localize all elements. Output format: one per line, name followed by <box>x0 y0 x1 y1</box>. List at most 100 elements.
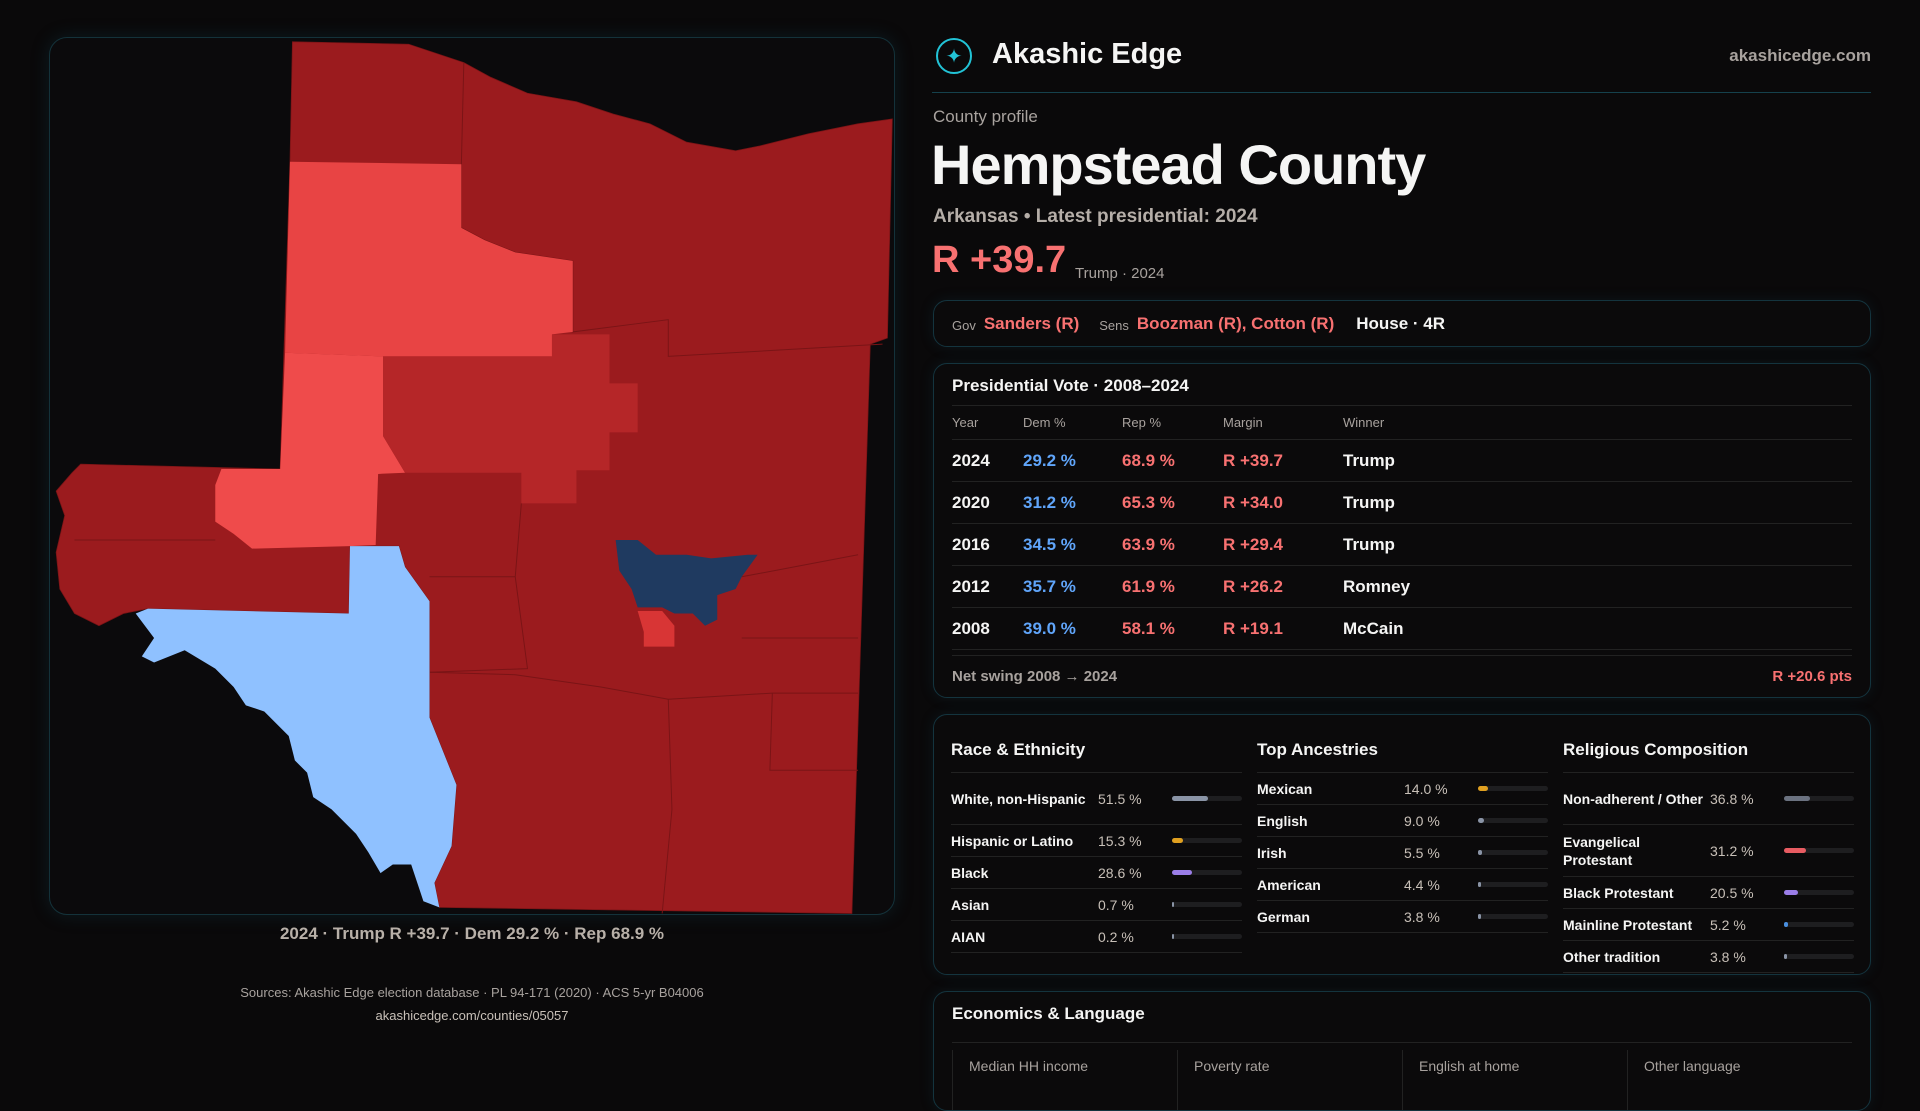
share-bar <box>1478 850 1548 855</box>
religion-section: Religious Composition Non-adherent / Othe… <box>1563 715 1854 973</box>
metric-label: Other language <box>1644 1058 1741 1074</box>
county-line <box>741 554 859 578</box>
cell-winner: Trump <box>1343 534 1395 554</box>
metric-label: Median HH income <box>969 1058 1089 1074</box>
cell-rep: 58.1 % <box>1122 618 1175 638</box>
sources-note: Sources: Akashic Edge election database … <box>240 985 704 1000</box>
column-header: Margin <box>1223 415 1263 430</box>
share-bar <box>1784 922 1854 927</box>
item-value: 51.5 % <box>1098 790 1142 807</box>
list-item: Mainline Protestant 5.2 % <box>1563 909 1854 941</box>
share-bar-fill <box>1172 902 1174 907</box>
table-row[interactable]: 2016 34.5 % 63.9 % R +29.4 Trump <box>952 524 1852 566</box>
item-label: Hispanic or Latino <box>951 832 1074 849</box>
item-value: 3.8 % <box>1710 948 1746 965</box>
table-row[interactable]: 2024 29.2 % 68.9 % R +39.7 Trump <box>952 440 1852 482</box>
share-bar <box>1172 796 1242 801</box>
metric-tile: Median HH income <box>952 1050 1177 1110</box>
precinct-tilt-r[interactable] <box>637 611 675 647</box>
list-item: American 4.4 % <box>1257 869 1548 901</box>
table-row[interactable]: 2012 35.7 % 61.9 % R +26.2 Romney <box>952 566 1852 608</box>
officials-bar: Gov Sanders (R) Sens Boozman (R), Cotton… <box>933 300 1871 347</box>
item-value: 14.0 % <box>1404 780 1448 797</box>
item-value: 4.4 % <box>1404 876 1440 893</box>
precinct-medium-r[interactable] <box>383 334 638 504</box>
cell-dem: 34.5 % <box>1023 534 1076 554</box>
item-label: AIAN <box>951 928 986 945</box>
item-value: 5.2 % <box>1710 916 1746 933</box>
cell-dem: 31.2 % <box>1023 492 1076 512</box>
cell-dem: 29.2 % <box>1023 450 1076 470</box>
item-value: 28.6 % <box>1098 864 1142 881</box>
cell-winner: Trump <box>1343 450 1395 470</box>
cell-margin: R +39.7 <box>1223 450 1284 470</box>
share-bar-fill <box>1478 818 1485 823</box>
item-value: 0.2 % <box>1098 928 1134 945</box>
share-bar <box>1478 914 1548 919</box>
table-row[interactable]: 2008 39.0 % 58.1 % R +19.1 McCain <box>952 608 1852 650</box>
share-bar <box>1478 818 1548 823</box>
item-value: 36.8 % <box>1710 790 1754 807</box>
precinct-strong-d[interactable] <box>615 540 758 626</box>
precinct-strong-r[interactable] <box>55 41 893 914</box>
presidential-vote-card: Presidential Vote · 2008–2024 Year Dem % R… <box>933 363 1871 698</box>
sens-label: Sens <box>1099 318 1129 333</box>
cell-dem: 35.7 % <box>1023 576 1076 596</box>
share-bar <box>1784 796 1854 801</box>
list-item: White, non-Hispanic 51.5 % <box>951 773 1242 825</box>
share-bar-fill <box>1478 914 1481 919</box>
list-item: Asian 0.7 % <box>951 889 1242 921</box>
share-bar <box>1172 870 1242 875</box>
list-item: Irish 5.5 % <box>1257 837 1548 869</box>
section-title: Religious Composition <box>1563 727 1854 773</box>
map-caption: 2024 · Trump R +39.7 · Dem 29.2 % · Rep … <box>279 924 665 943</box>
share-bar <box>1478 882 1548 887</box>
share-bar-fill <box>1478 786 1488 791</box>
column-header: Winner <box>1343 415 1385 430</box>
cell-year: 2008 <box>952 618 990 638</box>
share-bar <box>1784 848 1854 853</box>
section-title: Top Ancestries <box>1257 727 1548 773</box>
share-bar <box>1172 934 1242 939</box>
share-bar <box>1172 902 1242 907</box>
house-delegation: House · 4R <box>1356 313 1446 333</box>
metric-tile: English at home <box>1402 1050 1627 1110</box>
item-label: Black <box>951 864 989 881</box>
item-value: 31.2 % <box>1710 842 1754 859</box>
share-bar-fill <box>1784 848 1806 853</box>
brand-url[interactable]: akashicedge.com <box>1729 46 1871 65</box>
precinct-lean-r[interactable] <box>215 352 406 549</box>
metric-tile: Other language <box>1627 1050 1852 1110</box>
share-bar-fill <box>1172 870 1193 875</box>
item-value: 9.0 % <box>1404 812 1440 829</box>
table-row[interactable]: 2020 31.2 % 65.3 % R +34.0 Trump <box>952 482 1852 524</box>
share-bar <box>1478 786 1548 791</box>
item-value: 0.7 % <box>1098 896 1134 913</box>
item-value: 15.3 % <box>1098 832 1142 849</box>
cell-year: 2016 <box>952 534 990 554</box>
precinct-map[interactable] <box>49 37 895 915</box>
column-header: Year <box>952 415 979 430</box>
item-label: Asian <box>951 896 990 913</box>
header-divider <box>932 92 1871 93</box>
precinct-map-svg[interactable] <box>50 38 895 915</box>
subtitle: Arkansas • Latest presidential: 2024 <box>933 206 1258 227</box>
list-item: AIAN 0.2 % <box>951 921 1242 953</box>
share-bar-fill <box>1784 796 1810 801</box>
precinct-lean-d[interactable] <box>135 546 457 908</box>
demographics-card: Race & Ethnicity White, non-Hispanic 51.5 … <box>933 714 1871 975</box>
cell-margin: R +19.1 <box>1223 618 1284 638</box>
metric-tile: Poverty rate <box>1177 1050 1402 1110</box>
senators: Boozman (R), Cotton (R) <box>1136 313 1335 333</box>
item-label: Mexican <box>1257 780 1313 797</box>
headline-margin: R +39.7 <box>932 239 1067 281</box>
eyebrow: County profile <box>933 107 1038 126</box>
list-item: German 3.8 % <box>1257 901 1548 933</box>
share-bar <box>1784 890 1854 895</box>
cell-year: 2020 <box>952 492 990 512</box>
county-line <box>429 503 529 673</box>
item-label: Black Protestant <box>1563 884 1674 901</box>
county-link[interactable]: akashicedge.com/counties/05057 <box>375 1008 569 1023</box>
precinct-lean-r[interactable] <box>285 161 573 357</box>
cell-margin: R +29.4 <box>1223 534 1284 554</box>
